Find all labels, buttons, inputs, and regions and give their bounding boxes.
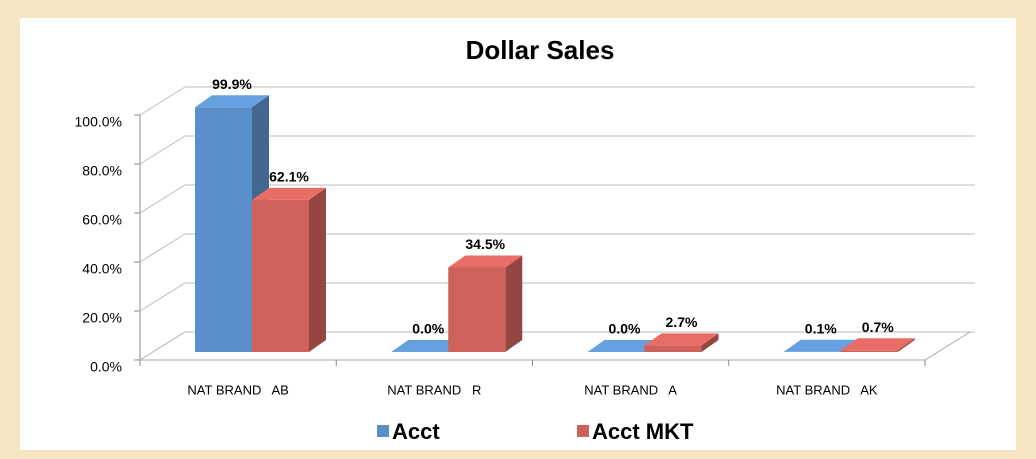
bar — [644, 345, 702, 352]
legend-label: Acct — [392, 419, 440, 444]
y-tick-label: 100.0% — [75, 114, 122, 130]
data-label: 0.7% — [862, 319, 894, 335]
grid-line — [139, 282, 186, 312]
bar — [840, 350, 898, 352]
y-tick-label: 0.0% — [90, 359, 122, 375]
bar-top — [587, 340, 662, 352]
grid-line — [139, 331, 186, 361]
data-label: 34.5% — [465, 236, 505, 252]
bar-top — [644, 333, 719, 346]
x-tick-label: NAT BRAND AB — [187, 382, 288, 397]
bar — [195, 107, 252, 353]
x-tick-label: NAT BRAND R — [387, 382, 481, 397]
bar-top — [195, 95, 269, 108]
y-tick-label: 20.0% — [82, 310, 122, 326]
x-tick-label: NAT BRAND AK — [776, 382, 878, 397]
data-label: 99.9% — [212, 76, 252, 92]
y-tick-label: 80.0% — [82, 163, 122, 179]
bar-side — [505, 255, 523, 352]
y-tick-label: 60.0% — [82, 212, 122, 228]
bar-top — [252, 187, 326, 200]
data-label: 62.1% — [269, 169, 309, 185]
chart-title: Dollar Sales — [466, 35, 615, 65]
grid-line — [139, 233, 186, 263]
bar — [448, 267, 506, 352]
bar-side — [701, 333, 719, 352]
data-label: 0.0% — [609, 321, 641, 337]
data-label: 2.7% — [666, 314, 698, 330]
data-label: 0.0% — [412, 321, 444, 337]
bar — [252, 199, 309, 352]
bar-side — [897, 338, 915, 352]
grid-line — [139, 135, 186, 165]
legend-label: Acct MKT — [592, 419, 694, 444]
legend-swatch — [377, 425, 389, 437]
x-tick-label: NAT BRAND A — [584, 382, 677, 397]
grid-line — [139, 86, 186, 116]
bar-side — [309, 187, 326, 352]
bar-top — [783, 339, 858, 352]
bar-top — [840, 338, 915, 351]
legend-swatch — [577, 425, 589, 437]
bar-top — [391, 340, 466, 352]
bar-top — [448, 255, 523, 268]
data-label: 0.1% — [805, 320, 837, 336]
y-tick-label: 40.0% — [82, 261, 122, 277]
grid-line — [139, 184, 186, 214]
